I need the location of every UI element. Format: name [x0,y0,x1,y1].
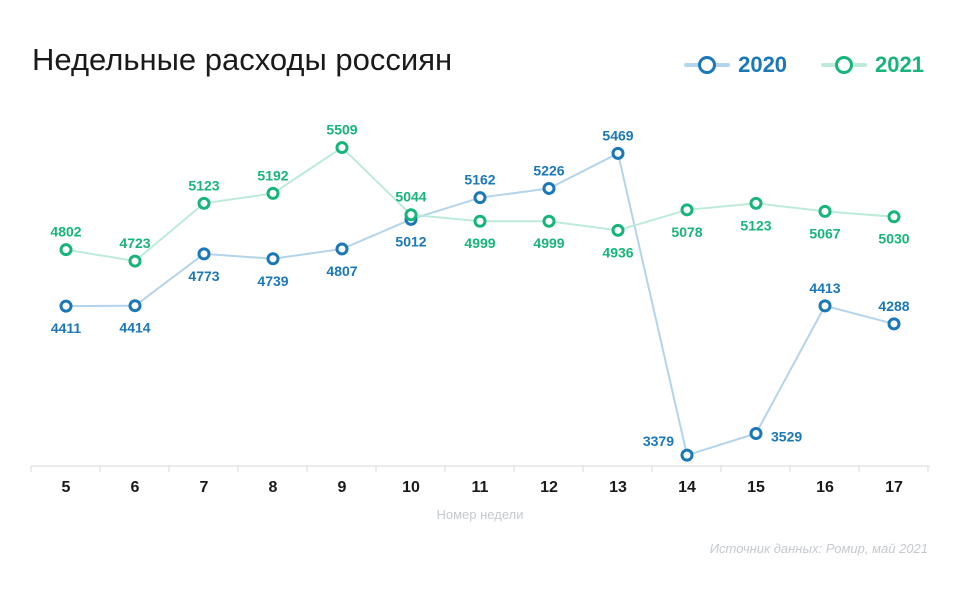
data-label-2020: 5226 [533,162,564,178]
data-point-2020 [59,299,73,313]
data-label-2020: 4773 [188,268,219,284]
data-point-2020 [542,181,556,195]
data-label-2021: 5078 [671,224,702,240]
x-tick-label: 10 [402,479,420,496]
data-point-2021 [542,214,556,228]
data-point-2020 [680,448,694,462]
data-label-2021: 4802 [50,224,81,240]
data-point-2021 [473,214,487,228]
data-point-2020 [266,252,280,266]
legend: 2020 2021 [684,52,924,78]
data-point-2021 [197,196,211,210]
data-point-2021 [749,196,763,210]
data-label-2021: 5123 [188,177,219,193]
legend-label-2020: 2020 [738,52,788,77]
data-point-2021 [335,141,349,155]
data-label-2020: 4288 [878,298,909,314]
data-point-2021 [611,223,625,237]
x-tick-label: 14 [678,479,696,496]
data-point-2020 [611,146,625,160]
data-label-2020: 5162 [464,172,495,188]
x-tick-label: 5 [62,479,71,496]
data-label-2021: 4936 [602,244,633,260]
data-point-2021 [266,186,280,200]
data-label-2020: 4411 [51,320,82,336]
x-tick-label: 7 [200,479,209,496]
data-point-2021 [128,254,142,268]
legend-marker-2020 [684,55,731,75]
chart-title: Недельные расходы россиян [32,42,453,77]
x-axis-title: Номер недели [436,507,524,522]
data-label-2020: 4807 [326,263,357,279]
data-point-2021 [818,204,832,218]
data-label-2021: 4723 [119,235,150,251]
data-label-2020: 3529 [771,428,802,444]
x-tick-label: 16 [816,479,834,496]
data-label-2020: 3379 [643,433,674,449]
source-note: Источник данных: Ромир, май 2021 [709,541,928,556]
data-point-2020 [197,247,211,261]
legend-label-2021: 2021 [875,52,924,77]
x-tick-label: 15 [747,479,765,496]
data-point-2020 [473,191,487,205]
data-point-2020 [887,317,901,331]
data-label-2021: 5192 [257,167,288,183]
data-point-2020 [749,426,763,440]
x-tick-label: 13 [609,479,627,496]
data-label-2020: 5469 [602,127,633,143]
data-point-2020 [128,299,142,313]
x-tick-label: 12 [540,479,558,496]
data-label-2021: 5030 [878,231,909,247]
data-label-2020: 4414 [119,320,150,336]
data-point-2021 [59,243,73,257]
data-label-2021: 5509 [326,122,357,138]
x-tick-label: 17 [885,479,903,496]
data-point-2021 [404,208,418,222]
x-tick-label: 6 [131,479,140,496]
x-tick-label: 8 [269,479,278,496]
legend-item-2021: 2021 [821,52,924,78]
data-point-2021 [887,210,901,224]
data-point-2021 [680,203,694,217]
data-label-2021: 5123 [740,217,771,233]
legend-marker-2021 [821,55,868,75]
data-label-2021: 5067 [809,225,840,241]
data-label-2020: 5012 [395,233,426,249]
data-label-2020: 4739 [257,273,288,289]
legend-item-2020: 2020 [684,52,787,78]
data-label-2021: 4999 [533,235,564,251]
x-tick-label: 11 [472,479,489,496]
x-tick-label: 9 [338,479,347,496]
data-label-2021: 5044 [395,189,426,205]
data-label-2021: 4999 [464,235,495,251]
data-label-2020: 4413 [809,280,840,296]
data-point-2020 [335,242,349,256]
data-point-2020 [818,299,832,313]
